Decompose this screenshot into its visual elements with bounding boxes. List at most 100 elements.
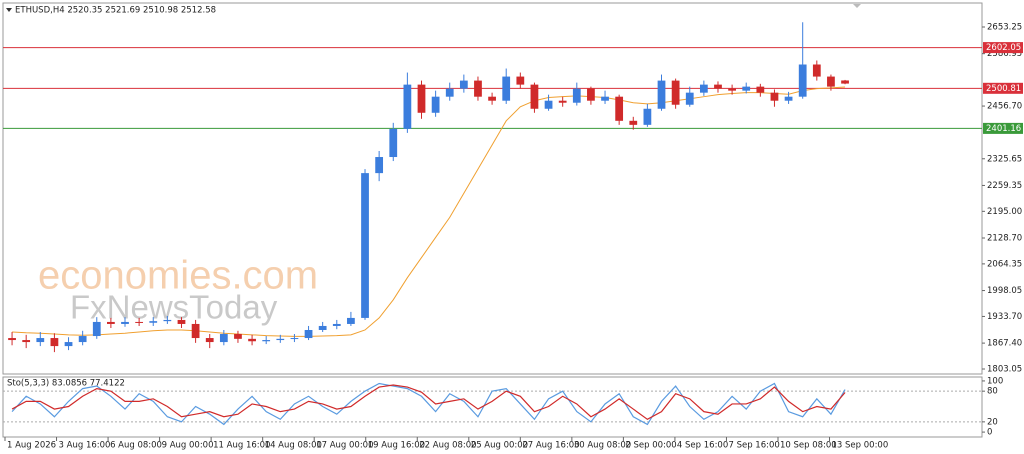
y-tick-label: 2259.35: [987, 181, 1022, 191]
x-tick-label: 1 Aug 2026: [7, 441, 56, 451]
y-tick-label: 80: [987, 387, 998, 397]
x-tick-label: 25 Aug 00:00: [471, 441, 528, 451]
watermark: FxNewsToday: [70, 289, 278, 326]
x-tick-label: 10 Sep 08:00: [780, 441, 837, 451]
candle-body: [177, 319, 186, 324]
candle-body: [234, 334, 242, 339]
candle-body: [742, 86, 751, 91]
y-tick-label: 2325.65: [987, 154, 1022, 164]
candle-body: [841, 80, 849, 84]
candle-body: [318, 325, 327, 330]
y-tick-label: 1998.05: [987, 286, 1022, 296]
candle-body: [615, 96, 624, 121]
candle-body: [445, 88, 454, 97]
candle-body: [403, 84, 412, 129]
x-tick-label: 14 Aug 08:00: [265, 441, 322, 451]
x-tick-label: 22 Aug 08:00: [419, 441, 476, 451]
chart-title: ETHUSD,H4 2520.35 2521.69 2510.98 2512.5…: [15, 6, 216, 16]
x-tick-label: 27 Aug 16:00: [522, 441, 579, 451]
candle-body: [8, 338, 16, 341]
candle-body: [262, 340, 271, 342]
x-tick-label: 2 Sep 00:00: [625, 441, 676, 451]
candle-body: [92, 321, 101, 337]
candle-body: [812, 64, 821, 77]
level-label: 2500.81: [986, 84, 1021, 94]
y-tick-label: 100: [987, 376, 1003, 386]
candle-body: [459, 80, 468, 89]
candle-body: [304, 329, 313, 339]
candle-body: [163, 319, 172, 322]
candle-body: [714, 84, 722, 89]
x-tick-label: 7 Sep 16:00: [728, 441, 779, 451]
x-tick-label: 11 Aug 16:00: [213, 441, 270, 451]
candle-body: [191, 323, 200, 339]
candle-body: [389, 128, 398, 158]
x-tick-label: 4 Sep 16:00: [677, 441, 728, 451]
candle-body: [50, 338, 59, 347]
scroll-marker: [853, 4, 861, 8]
y-tick-label: 1803.05: [987, 364, 1022, 374]
moving-average: [12, 86, 846, 337]
candle-body: [78, 336, 87, 343]
candle-body: [276, 338, 285, 341]
x-tick-label: 3 Aug 16:00: [59, 441, 111, 451]
candle-body: [332, 323, 341, 326]
candle-body: [629, 120, 638, 125]
y-tick-label: 2128.70: [987, 233, 1022, 243]
candle-body: [64, 342, 73, 347]
candle-body: [827, 76, 835, 87]
candle-body: [36, 338, 45, 343]
candle-body: [488, 96, 496, 101]
candle-body: [347, 317, 355, 324]
level-label: 2602.05: [986, 43, 1021, 53]
candle-body: [728, 88, 736, 91]
candle-body: [756, 86, 765, 93]
candle-body: [685, 92, 694, 105]
x-tick-label: 30 Aug 08:00: [574, 441, 631, 451]
stoch-line: [11, 382, 846, 426]
candle-body: [135, 321, 144, 323]
x-tick-label: 17 Aug 00:00: [316, 441, 373, 451]
candle-body: [22, 340, 31, 343]
candle-body: [502, 76, 511, 101]
candle-body: [671, 80, 680, 105]
candle-body: [205, 338, 214, 343]
x-tick-label: 19 Aug 16:00: [368, 441, 425, 451]
candle-body: [431, 96, 440, 113]
level-label-bg: [983, 82, 1023, 94]
level-label-bg: [983, 42, 1023, 54]
candle-body: [798, 64, 807, 97]
menu-arrow: [6, 8, 12, 12]
x-tick-label: 6 Aug 08:00: [110, 441, 162, 451]
stoch-panel: [2, 376, 983, 438]
candle-body: [601, 96, 609, 101]
candle-body: [544, 100, 553, 109]
level-label: 2401.16: [986, 124, 1021, 134]
candle-body: [375, 157, 384, 174]
y-tick-label: 1867.40: [987, 339, 1022, 349]
watermark: economies.com: [38, 254, 318, 298]
candle-body: [530, 84, 539, 109]
candle-body: [121, 321, 129, 324]
y-tick-label: 20: [987, 417, 998, 427]
candle-body: [474, 80, 482, 97]
x-tick-label: 9 Aug 00:00: [162, 441, 214, 451]
y-tick-label: 2586.95: [987, 49, 1022, 59]
candle-body: [149, 321, 158, 323]
main-panel: [2, 2, 983, 375]
candle-body: [699, 84, 708, 93]
y-tick-label: 2064.35: [987, 259, 1022, 269]
y-tick-label: 2456.70: [987, 102, 1022, 112]
candle-body: [516, 76, 525, 85]
y-tick-label: 2195.00: [987, 207, 1022, 217]
y-tick-label: 2653.25: [987, 22, 1022, 32]
candle-body: [558, 100, 567, 103]
candle-body: [107, 321, 115, 324]
candle-body: [770, 92, 779, 101]
stoch-line: [11, 384, 846, 421]
candle-body: [219, 334, 228, 343]
x-tick-label: 13 Sep 00:00: [832, 441, 889, 451]
level-label-bg: [983, 122, 1023, 134]
